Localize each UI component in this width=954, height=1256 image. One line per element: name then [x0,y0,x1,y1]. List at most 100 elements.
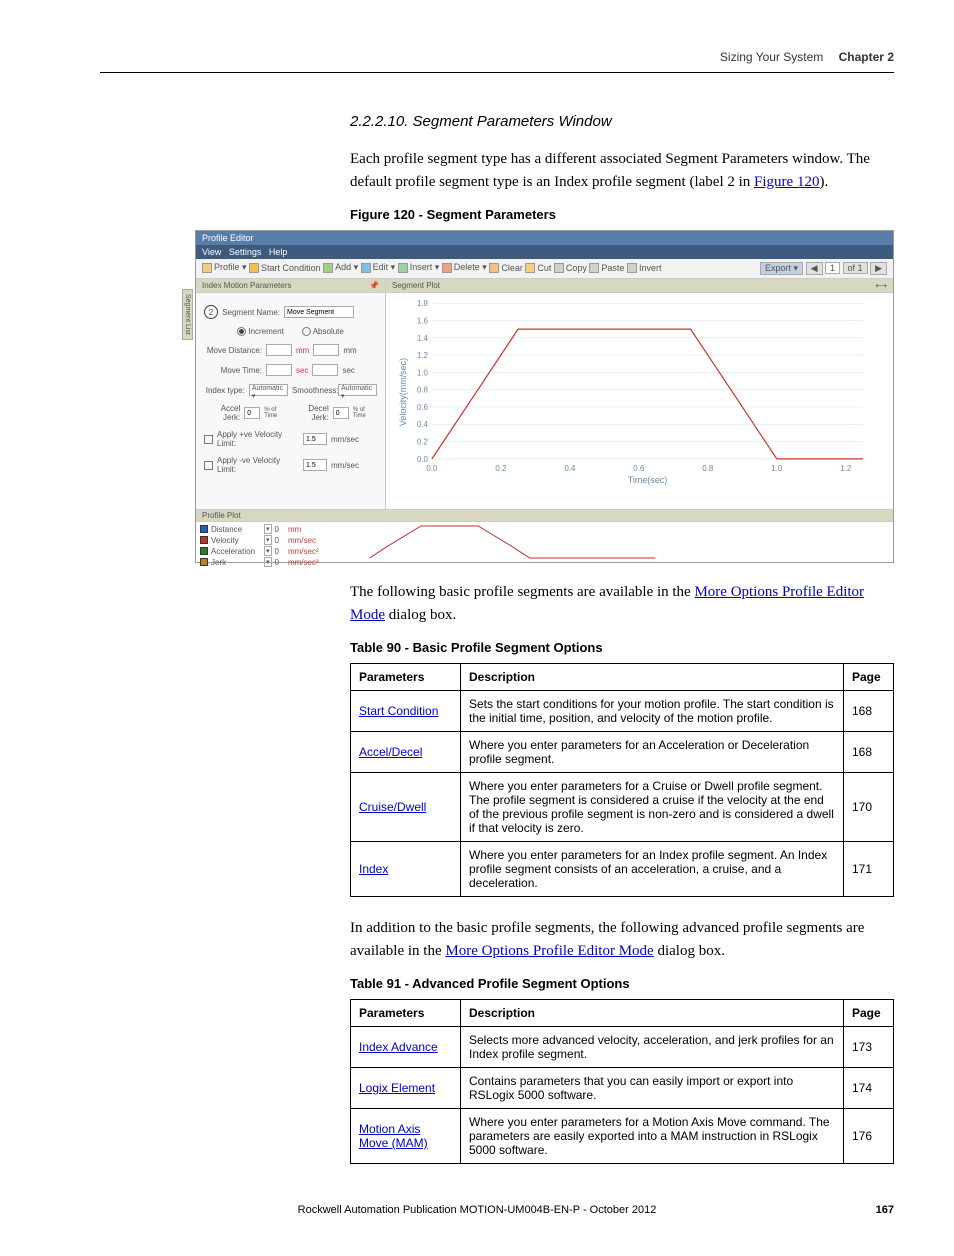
footer-text: Rockwell Automation Publication MOTION-U… [298,1204,657,1216]
param-link[interactable]: Index Advance [359,1040,438,1054]
table-row: IndexWhere you enter parameters for an I… [351,842,894,897]
toolbar-right-item[interactable]: ▶ [870,262,887,275]
param-link[interactable]: Accel/Decel [359,745,422,759]
toolbar-clear[interactable]: Clear [489,263,523,273]
page-header: Sizing Your System Chapter 2 [0,0,954,72]
para2-text-b: dialog box. [385,607,456,623]
toolbar-delete[interactable]: Delete ▾ [442,262,487,273]
increment-radio[interactable] [237,327,246,336]
table90: Parameters Description Page Start Condit… [350,663,894,897]
svg-text:0.2: 0.2 [417,438,429,447]
pos-velocity-unit: mm/sec [331,435,359,444]
profile-plot-title: Profile Plot [196,510,893,522]
absolute-label: Absolute [313,327,344,336]
table91-h1: Parameters [351,1000,461,1027]
para3-text-b: dialog box. [654,943,725,959]
menu-view[interactable]: View [202,247,221,257]
toolbar-paste[interactable]: Paste [589,263,624,273]
header-rule [100,72,894,73]
neg-velocity-unit: mm/sec [331,461,359,470]
svg-text:0.4: 0.4 [564,464,576,473]
toolbar-edit[interactable]: Edit ▾ [361,262,396,273]
move-time-label: Move Time: [204,366,262,375]
more-options-link-2[interactable]: More Options Profile Editor Mode [445,943,653,959]
svg-text:0.8: 0.8 [417,386,429,395]
table91-h2: Description [461,1000,844,1027]
neg-velocity-input[interactable] [303,459,327,471]
toolbar-right-item[interactable]: Export ▾ [760,262,803,275]
smoothness-select[interactable]: Automatic ▾ [338,384,377,396]
neg-velocity-label: Apply -ve Velocity Limit: [217,456,299,474]
pos-velocity-checkbox[interactable] [204,435,213,444]
desc-cell: Selects more advanced velocity, accelera… [461,1027,844,1068]
decel-jerk-input[interactable] [333,407,349,419]
segment-plot-chart: 0.00.20.40.60.81.01.21.41.61.80.00.20.40… [394,297,873,487]
plot-collapse-icon[interactable]: ⟷ [876,281,887,290]
page-number: 167 [876,1204,894,1216]
pos-velocity-input[interactable] [303,433,327,445]
absolute-radio[interactable] [302,327,311,336]
profile-plot-chart [356,522,893,562]
segment-name-input[interactable] [284,306,354,318]
toolbar-insert[interactable]: Insert ▾ [398,262,440,273]
pin-icon[interactable]: 📌 [369,281,379,290]
desc-cell: Contains parameters that you can easily … [461,1068,844,1109]
left-panel-title: Index Motion Parameters [202,281,291,290]
para2-text-a: The following basic profile segments are… [350,584,694,600]
move-time-unit-1: sec [296,366,308,375]
param-link[interactable]: Index [359,862,388,876]
pos-velocity-label: Apply +ve Velocity Limit: [217,430,299,448]
table90-h1: Parameters [351,664,461,691]
index-type-label: Index type: [204,386,245,395]
move-distance-unit-2: mm [343,346,356,355]
desc-cell: Sets the start conditions for your motio… [461,691,844,732]
page-cell: 173 [844,1027,894,1068]
move-time-input-1[interactable] [266,364,292,376]
param-link[interactable]: Cruise/Dwell [359,800,426,814]
menu-settings[interactable]: Settings [229,247,262,257]
svg-text:Velocity(mm/sec): Velocity(mm/sec) [398,358,408,426]
segment-plot-panel: Segment Plot⟷ 0.00.20.40.60.81.01.21.41.… [386,279,893,509]
param-link[interactable]: Motion Axis Move (MAM) [359,1122,428,1150]
param-link[interactable]: Logix Element [359,1081,435,1095]
toolbar-copy[interactable]: Copy [554,263,587,273]
toolbar-add[interactable]: Add ▾ [323,262,358,273]
param-link[interactable]: Start Condition [359,704,438,718]
page-cell: 168 [844,691,894,732]
toolbar-startcondition[interactable]: Start Condition [249,263,321,273]
page-cell: 170 [844,773,894,842]
header-chapter: Chapter 2 [839,50,894,64]
svg-text:1.6: 1.6 [417,316,429,325]
svg-text:0.4: 0.4 [417,420,429,429]
neg-velocity-checkbox[interactable] [204,461,213,470]
menu-help[interactable]: Help [269,247,288,257]
toolbar-profile[interactable]: Profile ▾ [202,262,247,273]
page-cell: 168 [844,732,894,773]
move-distance-input-1[interactable] [266,344,292,356]
table91: Parameters Description Page Index Advanc… [350,999,894,1164]
section-heading: 2.2.2.10. Segment Parameters Window [350,113,894,130]
svg-text:1.0: 1.0 [771,464,783,473]
toolbar-invert[interactable]: Invert [627,263,662,273]
segment-name-label: Segment Name: [222,308,280,317]
svg-text:1.2: 1.2 [840,464,852,473]
toolbar-right-item[interactable]: 1 [825,262,840,274]
increment-label: Increment [248,327,284,336]
table-row: Start Condition Sets the start conditions… [351,691,894,732]
toolbar-cut[interactable]: Cut [525,263,551,273]
segment-list-tab[interactable]: Segment List [182,289,193,340]
table90-caption: Table 90 - Basic Profile Segment Options [350,640,894,655]
toolbar-right-item[interactable]: of 1 [843,262,868,274]
accel-jerk-input[interactable] [244,407,260,419]
toolbar-right-item[interactable]: ◀ [806,262,823,275]
desc-cell: Where you enter parameters for an Accele… [461,732,844,773]
table-row: Motion Axis Move (MAM)Where you enter pa… [351,1109,894,1164]
index-type-select[interactable]: Automatic ▾ [249,384,288,396]
table90-h2: Description [461,664,844,691]
table91-h3: Page [844,1000,894,1027]
move-distance-input-2[interactable] [313,344,339,356]
profile-plot-panel: Profile Plot Distance▾0mmVelocity▾0mm/se… [196,509,893,562]
figure-120-link[interactable]: Figure 120 [754,174,819,190]
move-time-input-2[interactable] [312,364,338,376]
segment-plot-title: Segment Plot [392,281,440,290]
